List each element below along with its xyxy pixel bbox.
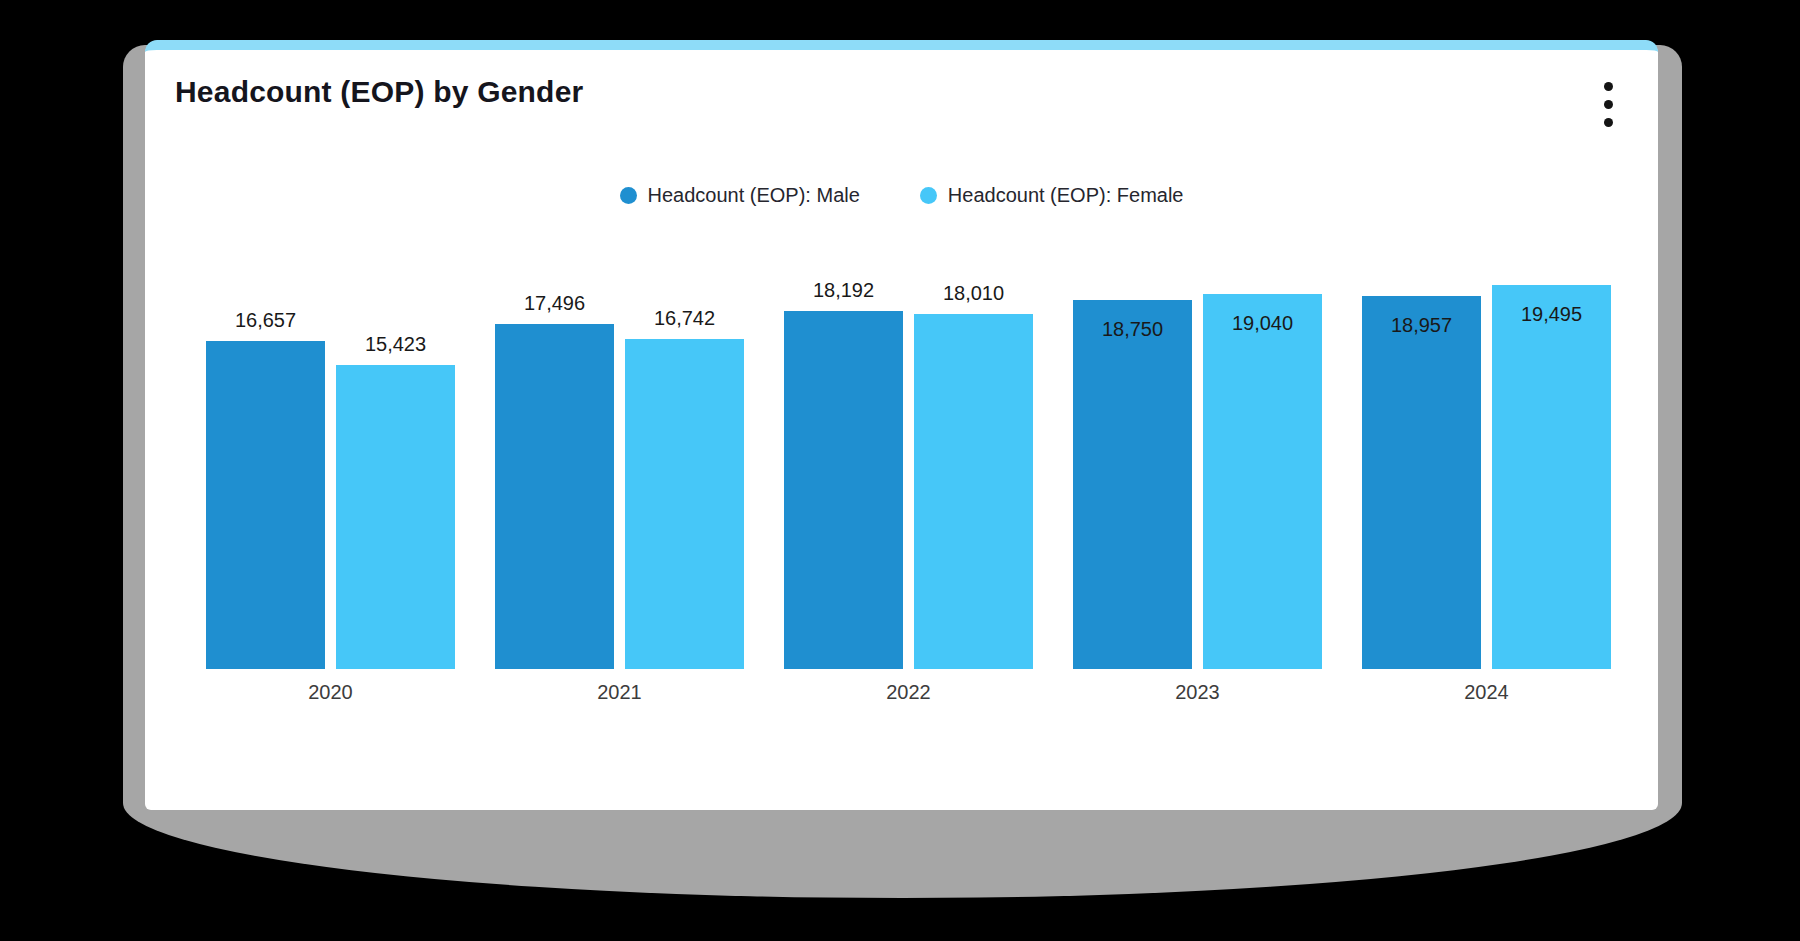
card-options-button[interactable] [1594, 78, 1622, 130]
bars-row: 18,75019,040 [1073, 294, 1322, 669]
kebab-menu-icon [1604, 118, 1613, 127]
chart-legend: Headcount (EOP): Male Headcount (EOP): F… [145, 184, 1658, 207]
bar-female-2022[interactable]: 18,010 [914, 314, 1033, 669]
bar-value-label: 19,040 [1173, 312, 1352, 335]
bar-female-2024[interactable]: 19,495 [1492, 285, 1611, 669]
bar-value-label: 16,657 [176, 309, 355, 332]
bars-row: 18,95719,495 [1362, 285, 1611, 669]
female-series-dot-icon [920, 187, 937, 204]
legend-item-female[interactable]: Headcount (EOP): Female [920, 184, 1184, 207]
bar-female-2021[interactable]: 16,742 [625, 339, 744, 669]
kebab-menu-icon [1604, 100, 1613, 109]
bar-male-2021[interactable]: 17,496 [495, 324, 614, 669]
male-series-dot-icon [620, 187, 637, 204]
x-axis-label-2023: 2023 [1073, 681, 1322, 704]
bar-value-label: 16,742 [595, 307, 774, 330]
bar-value-label: 15,423 [306, 333, 485, 356]
x-axis-label-2024: 2024 [1362, 681, 1611, 704]
bar-group-2021: 17,49616,742 2021 [495, 324, 744, 704]
x-axis-label-2022: 2022 [784, 681, 1033, 704]
page-background: Headcount (EOP) by Gender Headcount (EOP… [0, 0, 1800, 941]
bars-row: 18,19218,010 [784, 311, 1033, 669]
bar-group-2023: 18,75019,040 2023 [1073, 294, 1322, 704]
bar-male-2022[interactable]: 18,192 [784, 311, 903, 669]
x-axis-label-2020: 2020 [206, 681, 455, 704]
bar-male-2024[interactable]: 18,957 [1362, 296, 1481, 669]
bar-value-label: 18,010 [884, 282, 1063, 305]
bar-male-2020[interactable]: 16,657 [206, 341, 325, 669]
legend-label-male: Headcount (EOP): Male [648, 184, 860, 207]
legend-label-female: Headcount (EOP): Female [948, 184, 1184, 207]
bar-female-2023[interactable]: 19,040 [1203, 294, 1322, 669]
page-title: Headcount (EOP) by Gender [175, 75, 583, 109]
bar-group-2022: 18,19218,010 2022 [784, 311, 1033, 704]
bar-value-label: 19,495 [1462, 303, 1641, 326]
bar-female-2020[interactable]: 15,423 [336, 365, 455, 669]
bar-group-2024: 18,95719,495 2024 [1362, 285, 1611, 704]
x-axis-label-2021: 2021 [495, 681, 744, 704]
bars-row: 17,49616,742 [495, 324, 744, 669]
bars-row: 16,65715,423 [206, 341, 455, 669]
bar-male-2023[interactable]: 18,750 [1073, 300, 1192, 669]
bar-group-2020: 16,65715,423 2020 [206, 341, 455, 704]
headcount-chart-card: Headcount (EOP) by Gender Headcount (EOP… [145, 40, 1658, 810]
legend-item-male[interactable]: Headcount (EOP): Male [620, 184, 860, 207]
bar-groups: 16,65715,423202017,49616,742202118,19218… [206, 285, 1611, 704]
kebab-menu-icon [1604, 82, 1613, 91]
